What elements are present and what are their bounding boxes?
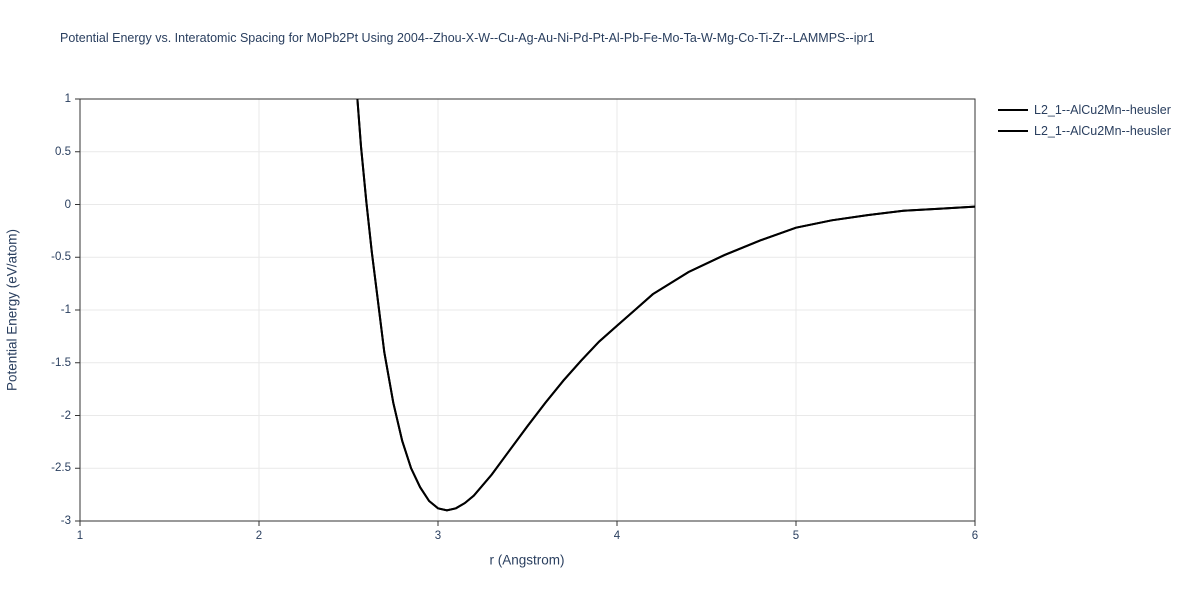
x-tick-label: 1 xyxy=(76,530,84,542)
series-curve-1 xyxy=(356,99,975,512)
x-tick-label: 4 xyxy=(613,530,621,542)
legend-entry[interactable]: L2_1--AlCu2Mn--heusler xyxy=(998,124,1171,138)
legend-line-sample xyxy=(998,109,1028,111)
legend: L2_1--AlCu2Mn--heusler L2_1--AlCu2Mn--heu… xyxy=(998,103,1171,138)
y-tick-label: -2 xyxy=(60,409,71,422)
y-tick-label: 0.5 xyxy=(55,145,71,158)
y-tick-label: -1 xyxy=(60,304,71,316)
chart-title: Potential Energy vs. Interatomic Spacing… xyxy=(60,31,875,45)
y-tick-label: -1.5 xyxy=(51,356,71,369)
legend-line-sample xyxy=(998,130,1028,132)
y-tick-label: -3 xyxy=(60,515,71,527)
x-axis-label: r (Angstrom) xyxy=(489,552,565,568)
legend-entry[interactable]: L2_1--AlCu2Mn--heusler xyxy=(998,103,1171,117)
x-tick-label: 2 xyxy=(255,530,263,542)
series-curve-0 xyxy=(356,99,975,512)
legend-label: L2_1--AlCu2Mn--heusler xyxy=(1034,124,1171,138)
y-tick-label: 1 xyxy=(64,93,71,105)
y-axis-label: Potential Energy (eV/atom) xyxy=(4,228,20,392)
legend-label: L2_1--AlCu2Mn--heusler xyxy=(1034,103,1171,117)
x-tick-label: 3 xyxy=(434,530,442,542)
y-tick-label: 0 xyxy=(64,198,71,211)
x-tick-label: 5 xyxy=(792,530,800,542)
y-tick-label: -0.5 xyxy=(51,251,71,264)
y-tick-label: -2.5 xyxy=(51,462,71,475)
x-tick-label: 6 xyxy=(971,530,979,542)
